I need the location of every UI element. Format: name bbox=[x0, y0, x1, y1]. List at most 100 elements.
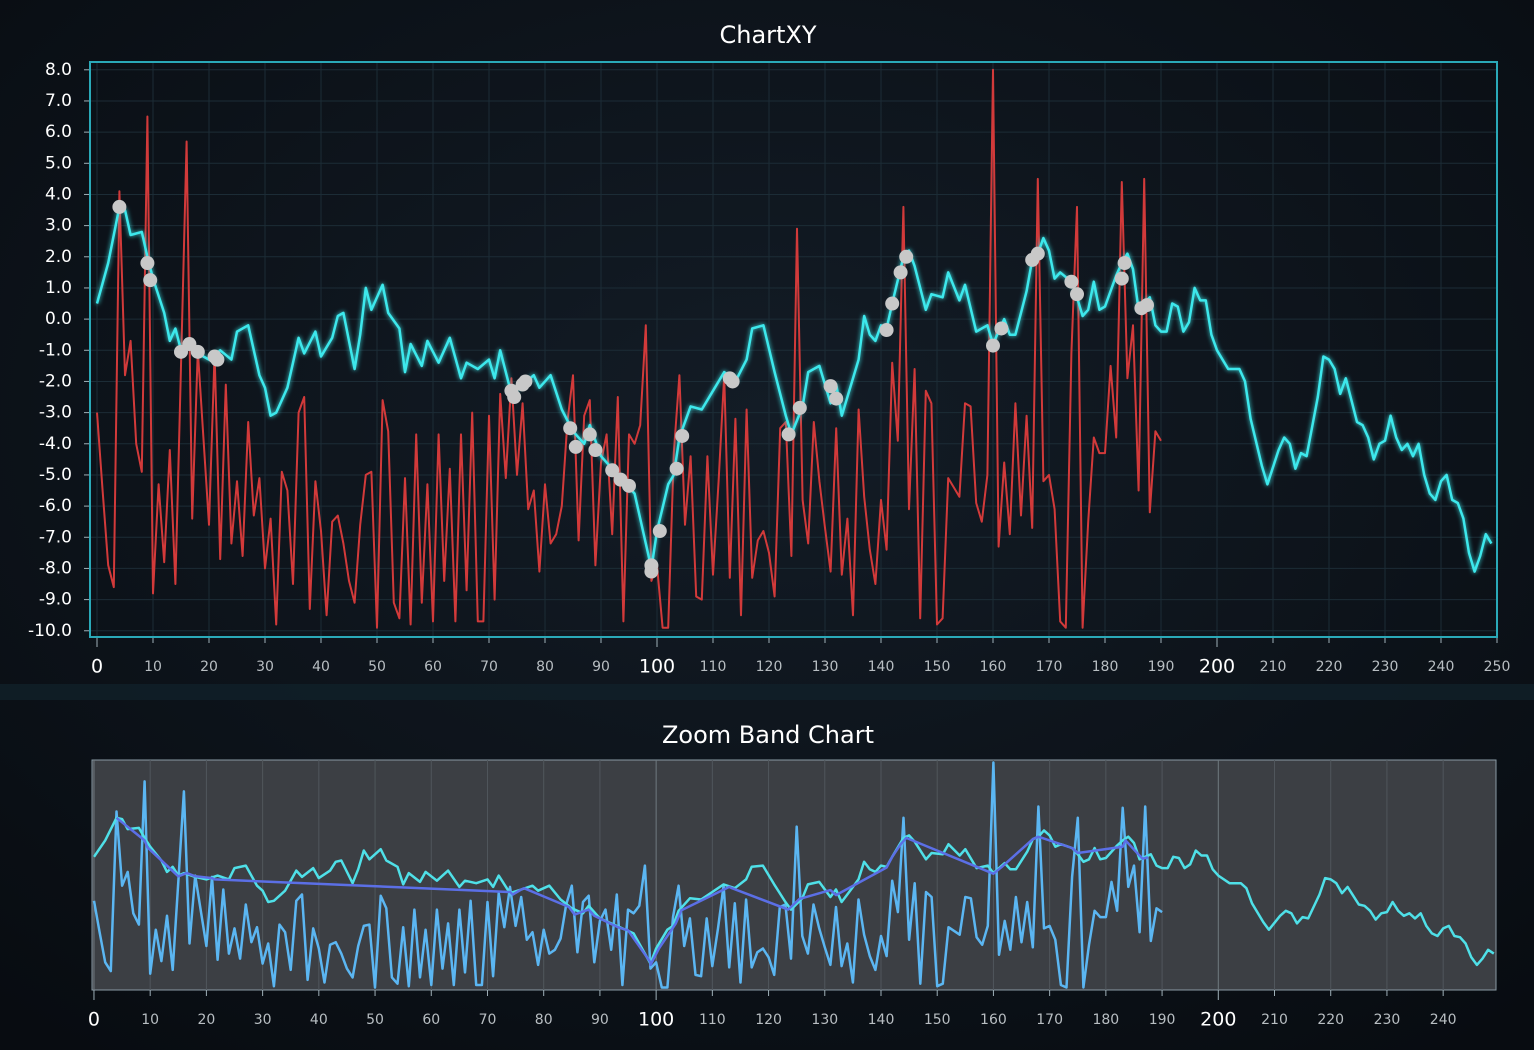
x-tick-label: 240 bbox=[1430, 1012, 1457, 1028]
x-tick-label: 20 bbox=[200, 659, 218, 675]
y-tick-label: -3.0 bbox=[39, 403, 72, 423]
x-tick-label: 50 bbox=[366, 1012, 384, 1028]
scatter-point bbox=[823, 379, 838, 394]
x-tick-label: 10 bbox=[144, 659, 162, 675]
scatter-point bbox=[1030, 246, 1045, 261]
scatter-point bbox=[210, 352, 225, 367]
x-tick-label: 10 bbox=[141, 1012, 159, 1028]
y-tick-label: -6.0 bbox=[39, 496, 72, 516]
y-tick-label: 0.0 bbox=[45, 309, 72, 329]
zoom-series bbox=[92, 761, 1163, 989]
y-tick-label: -9.0 bbox=[39, 590, 72, 610]
x-tick-label: 50 bbox=[368, 659, 386, 675]
y-tick-label: -8.0 bbox=[39, 558, 72, 578]
scatter-point bbox=[669, 461, 684, 476]
x-tick-label: 190 bbox=[1149, 1012, 1176, 1028]
x-tick-label: 240 bbox=[1428, 659, 1455, 675]
x-tick-label: 90 bbox=[591, 1012, 609, 1028]
x-tick-label: 60 bbox=[424, 659, 442, 675]
scatter-point bbox=[112, 199, 127, 214]
x-tick-label: 30 bbox=[256, 659, 274, 675]
x-tick-label: 90 bbox=[592, 659, 610, 675]
x-tick-label: 210 bbox=[1260, 659, 1287, 675]
x-tick-label: 80 bbox=[536, 659, 554, 675]
scatter-point bbox=[1140, 298, 1154, 313]
x-tick-label: 20 bbox=[197, 1012, 215, 1028]
x-tick-label: 140 bbox=[868, 1012, 895, 1028]
scatter-point bbox=[605, 463, 620, 478]
x-tick-label: 160 bbox=[980, 659, 1007, 675]
x-tick-label: 230 bbox=[1372, 659, 1399, 675]
x-tick-label: 180 bbox=[1092, 1012, 1119, 1028]
scatter-point bbox=[1117, 256, 1132, 271]
x-tick-label: 150 bbox=[924, 659, 951, 675]
x-tick-label: 250 bbox=[1484, 659, 1511, 675]
scatter-point bbox=[1114, 271, 1129, 286]
scatter-point bbox=[563, 421, 578, 436]
scatter-point bbox=[675, 428, 690, 443]
y-tick-label: 4.0 bbox=[45, 184, 72, 204]
x-tick-label: 160 bbox=[980, 1012, 1007, 1028]
x-tick-label: 130 bbox=[811, 1012, 838, 1028]
zoom-series bbox=[115, 816, 1149, 967]
scatter-point bbox=[568, 439, 583, 454]
x-tick-label: 170 bbox=[1036, 1012, 1063, 1028]
x-tick-label: 170 bbox=[1036, 659, 1063, 675]
scatter-point bbox=[140, 256, 155, 271]
x-tick-label: 80 bbox=[535, 1012, 553, 1028]
y-tick-label: -10.0 bbox=[28, 621, 72, 641]
scatter-point bbox=[582, 427, 597, 442]
y-tick-label: 8.0 bbox=[45, 60, 72, 80]
scatter-point bbox=[652, 524, 667, 539]
y-tick-label: 2.0 bbox=[45, 247, 72, 267]
x-tick-label: 100 bbox=[639, 656, 675, 678]
scatter-point bbox=[885, 296, 900, 311]
panel-divider bbox=[0, 684, 1534, 700]
x-tick-label: 150 bbox=[924, 1012, 951, 1028]
x-tick-label: 180 bbox=[1092, 659, 1119, 675]
y-tick-label: -1.0 bbox=[39, 340, 72, 360]
x-tick-label: 120 bbox=[755, 1012, 782, 1028]
scatter-point bbox=[1064, 274, 1079, 289]
line-series bbox=[95, 205, 1493, 573]
x-tick-label: 110 bbox=[699, 1012, 726, 1028]
scatter-point bbox=[879, 323, 894, 338]
y-tick-label: -7.0 bbox=[39, 527, 72, 547]
y-tick-label: 5.0 bbox=[45, 153, 72, 173]
x-tick-label: 220 bbox=[1317, 1012, 1344, 1028]
scatter-point bbox=[190, 344, 205, 359]
x-tick-label: 220 bbox=[1316, 659, 1343, 675]
scatter-point bbox=[1070, 287, 1084, 302]
x-tick-label: 40 bbox=[312, 659, 330, 675]
y-tick-label: 7.0 bbox=[45, 91, 72, 111]
line-series bbox=[96, 68, 1162, 629]
chart-title: ChartXY bbox=[719, 21, 816, 49]
x-tick-label: 30 bbox=[254, 1012, 272, 1028]
scatter-point bbox=[899, 249, 914, 264]
x-tick-label: 140 bbox=[868, 659, 895, 675]
y-tick-label: 1.0 bbox=[45, 278, 72, 298]
scatter-point bbox=[622, 478, 636, 493]
x-tick-label: 60 bbox=[422, 1012, 440, 1028]
scatter-point bbox=[792, 400, 807, 415]
scatter-point bbox=[994, 321, 1009, 336]
y-tick-label: 3.0 bbox=[45, 216, 72, 236]
x-tick-label: 200 bbox=[1200, 1009, 1236, 1031]
scatter-point bbox=[893, 265, 908, 280]
scatter-point bbox=[986, 338, 1000, 353]
x-tick-label: 40 bbox=[310, 1012, 328, 1028]
x-tick-label: 120 bbox=[756, 659, 783, 675]
y-tick-label: -4.0 bbox=[39, 434, 72, 454]
scatter-point bbox=[143, 273, 158, 288]
x-tick-label: 100 bbox=[638, 1009, 674, 1031]
x-tick-label: 70 bbox=[480, 659, 498, 675]
scatter-point bbox=[518, 374, 533, 389]
scatter-point bbox=[644, 564, 659, 579]
y-tick-label: -2.0 bbox=[39, 371, 72, 391]
x-tick-label: 0 bbox=[91, 656, 103, 678]
zoom-title: Zoom Band Chart bbox=[662, 721, 874, 749]
x-tick-label: 210 bbox=[1261, 1012, 1288, 1028]
scatter-point bbox=[588, 443, 603, 458]
x-tick-label: 230 bbox=[1374, 1012, 1401, 1028]
